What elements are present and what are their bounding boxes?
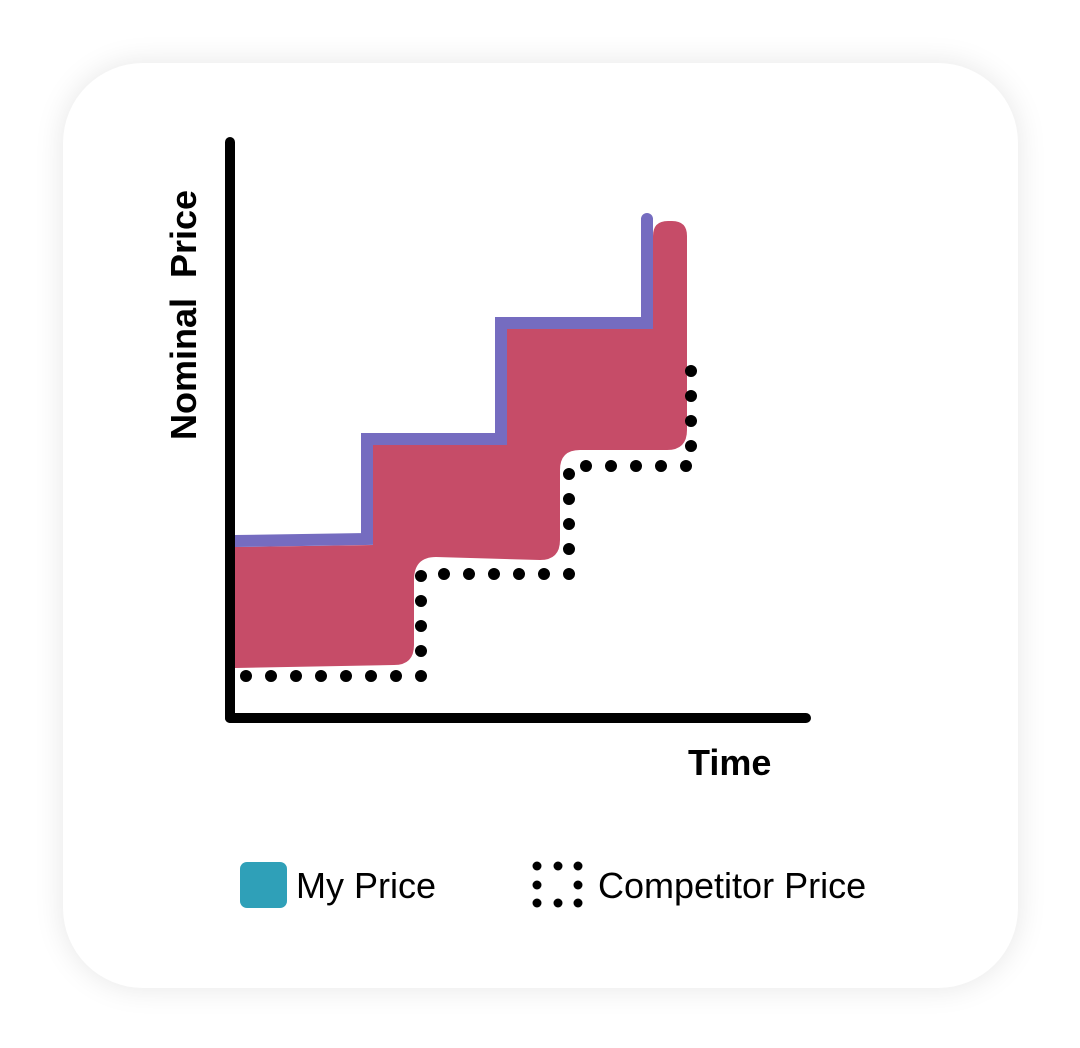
price-gap-area	[235, 221, 687, 668]
y-axis-label: Nominal Price	[163, 190, 204, 440]
my-price-line	[229, 213, 653, 547]
legend: My Price Competitor Price	[240, 861, 866, 908]
legend-label-competitor-price: Competitor Price	[598, 865, 866, 906]
competitor-price-line	[240, 360, 697, 682]
my-price-swatch	[240, 862, 287, 908]
legend-label-my-price: My Price	[296, 865, 436, 906]
competitor-price-swatch	[532, 861, 583, 908]
x-axis-label: Time	[688, 742, 771, 783]
